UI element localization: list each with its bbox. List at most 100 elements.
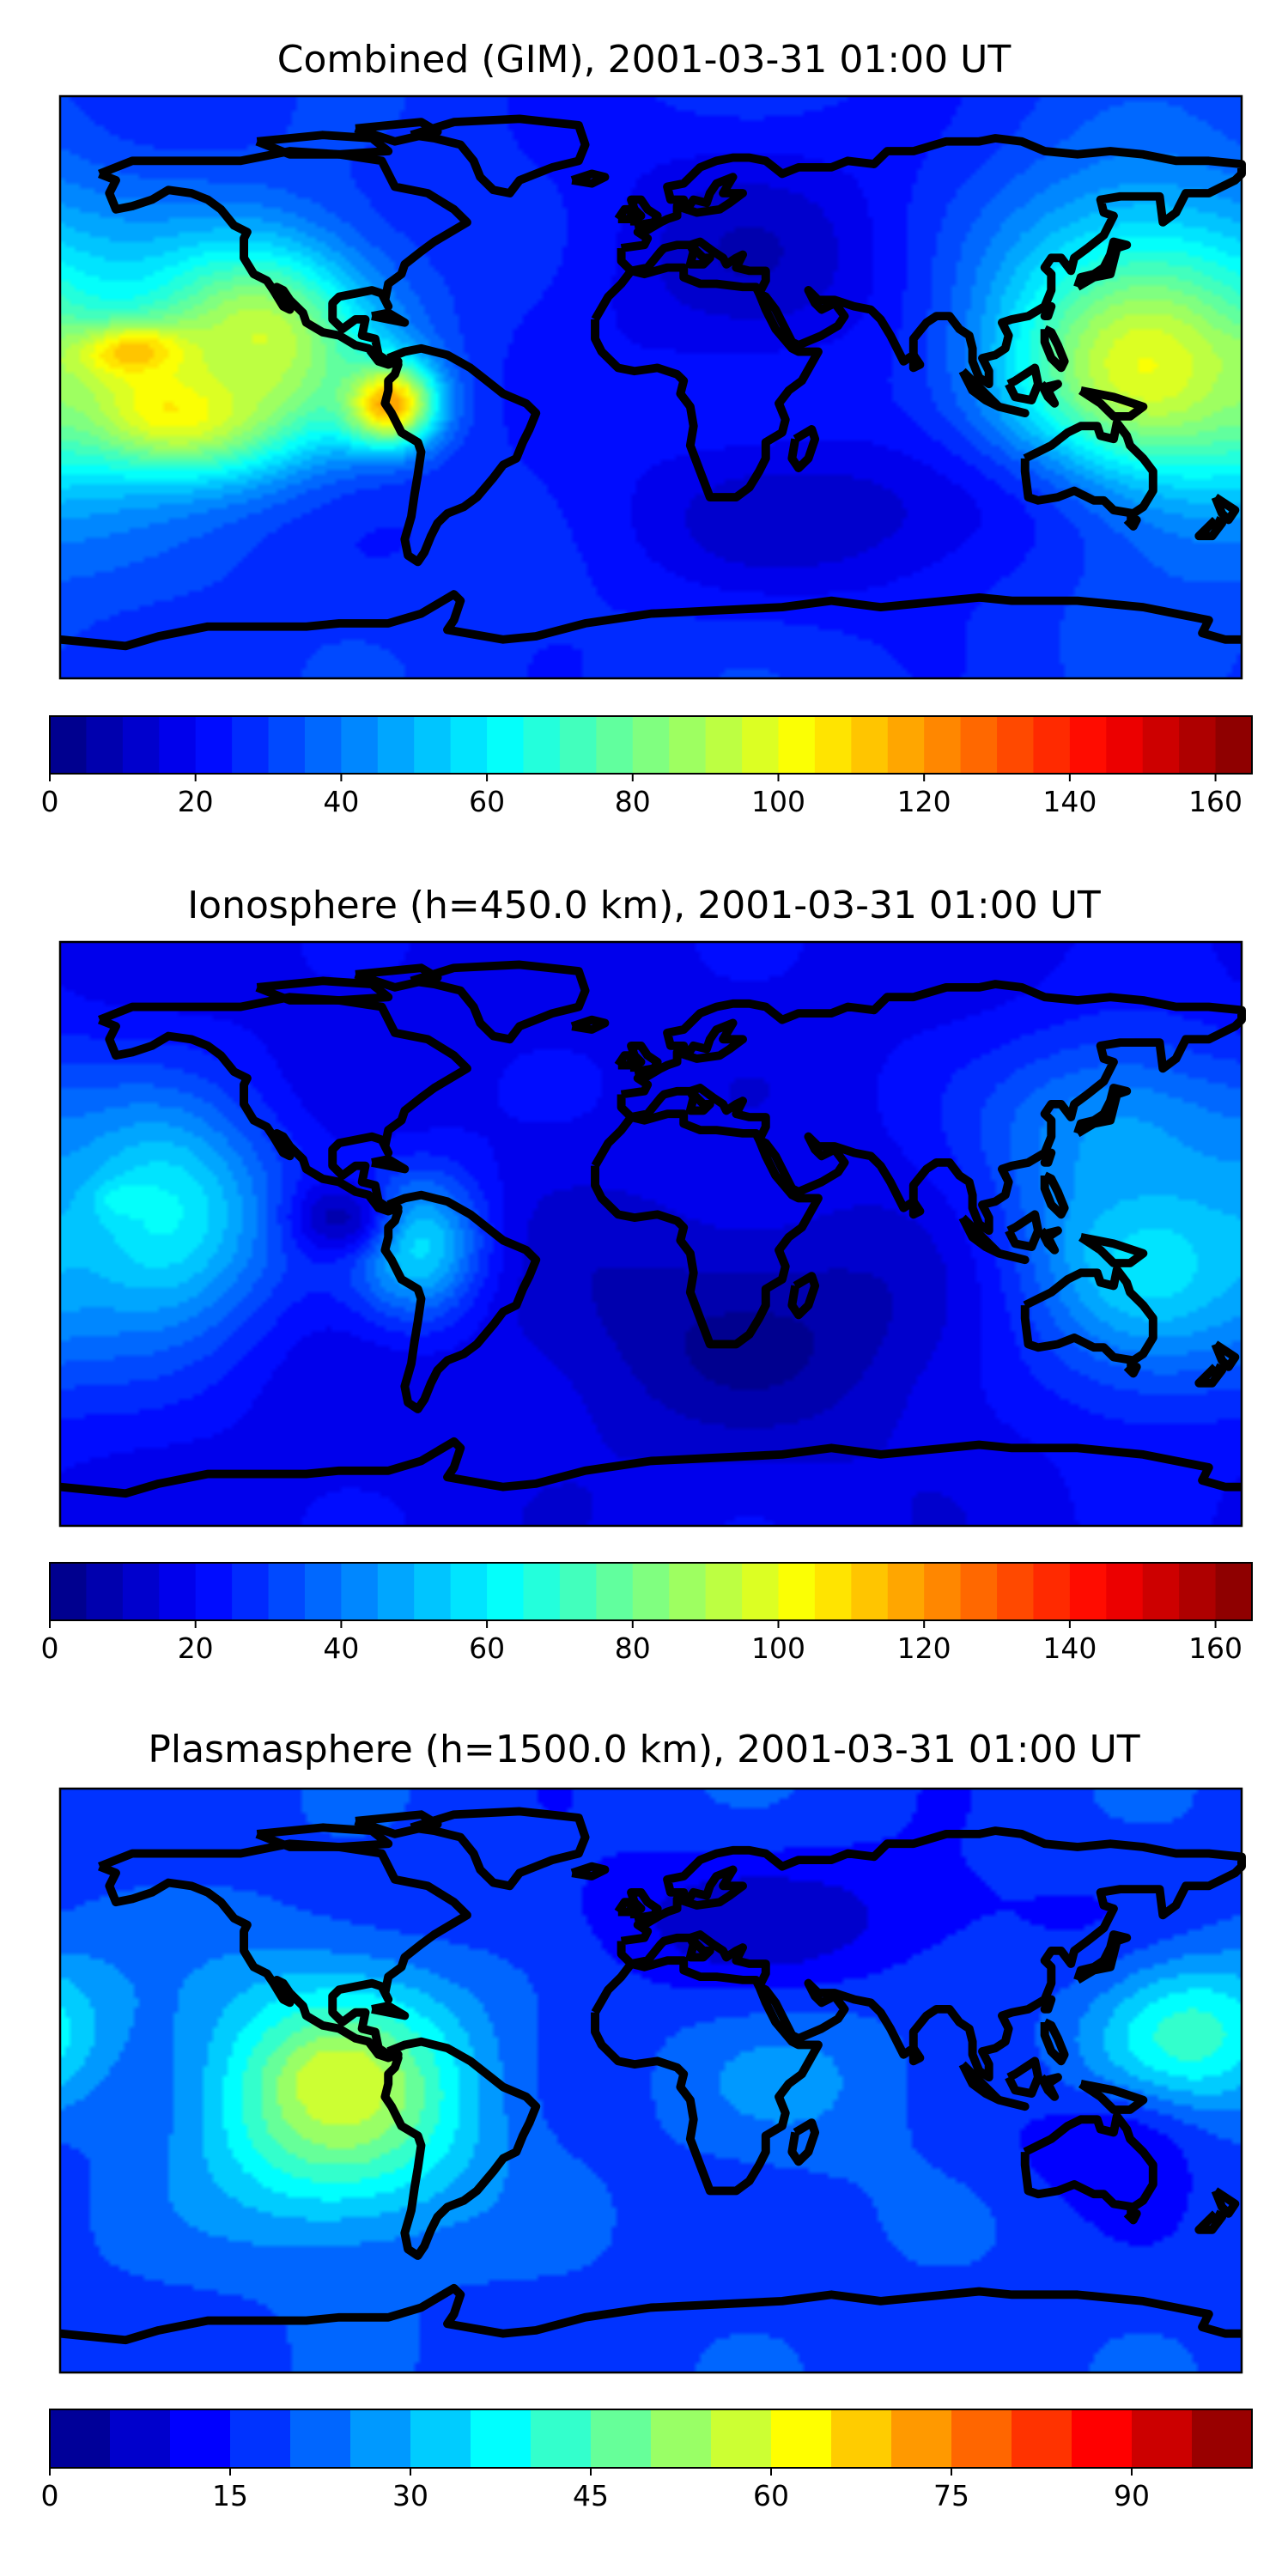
colorbar-segment — [50, 2409, 111, 2468]
map-frame-group — [58, 94, 1243, 680]
colorbar-segment — [891, 2409, 952, 2468]
colorbar-tick-label: 160 — [1188, 1631, 1242, 1665]
map-frame — [58, 940, 1243, 1528]
data-field-image — [60, 1789, 1242, 2372]
colorbar: 0 20 40 60 80 100 120 140 160 — [41, 1562, 1253, 1665]
colorbar-segment — [851, 1563, 889, 1620]
colorbar-segment — [159, 1563, 197, 1620]
colorbar-segment — [195, 716, 233, 774]
colorbar-segment — [887, 716, 925, 774]
colorbar-segment — [350, 2409, 411, 2468]
colorbar-tick-label: 120 — [897, 785, 951, 818]
colorbar-segment — [304, 1563, 342, 1620]
colorbar-segment — [960, 1563, 998, 1620]
colorbar-segment — [170, 2409, 231, 2468]
colorbar-segment — [814, 1563, 852, 1620]
colorbar-segment — [86, 716, 124, 774]
colorbar-tick-label: 0 — [41, 2479, 59, 2512]
colorbar-segment — [230, 2409, 291, 2468]
colorbar-segment — [1069, 716, 1107, 774]
colorbar-segment — [377, 716, 415, 774]
colorbar-segment — [122, 716, 160, 774]
map-field — [60, 1789, 1242, 2372]
colorbar-segment — [487, 716, 525, 774]
colorbar-tick-label: 100 — [751, 785, 805, 818]
colorbar-segment — [523, 716, 561, 774]
colorbar-tick-label: 75 — [933, 2479, 969, 2512]
colorbar-segment — [531, 2409, 592, 2468]
colorbar-segment — [1142, 1563, 1180, 1620]
colorbar-tick-label: 120 — [897, 1631, 951, 1665]
colorbar-segment — [414, 1563, 452, 1620]
colorbar-segment — [1215, 716, 1253, 774]
chart-title: Plasmasphere (h=1500.0 km), 2001-03-31 0… — [148, 1728, 1139, 1771]
colorbar-frame — [49, 715, 1253, 775]
colorbar-segment — [814, 716, 852, 774]
colorbar-segment — [1179, 1563, 1217, 1620]
colorbar-segment — [1033, 1563, 1071, 1620]
data-field-image — [60, 96, 1242, 678]
colorbar-tick-label: 20 — [178, 785, 214, 818]
colorbar-segment — [632, 1563, 670, 1620]
colorbar-segment — [778, 1563, 816, 1620]
colorbar-segment — [268, 1563, 306, 1620]
colorbar-segment — [924, 1563, 962, 1620]
colorbar-segment — [705, 1563, 743, 1620]
colorbar-segment — [1106, 716, 1144, 774]
chart-title: Ionosphere (h=450.0 km), 2001-03-31 01:0… — [187, 884, 1101, 927]
colorbar-tick-label: 20 — [178, 1631, 214, 1665]
colorbar-segment — [1132, 2409, 1193, 2468]
colorbar-tick-label: 30 — [392, 2479, 428, 2512]
colorbar-segment — [771, 2409, 832, 2468]
colorbar-tick-label: 90 — [1114, 2479, 1150, 2512]
colorbar-frame — [49, 1562, 1253, 1621]
map-field — [60, 942, 1242, 1526]
colorbar-segment — [377, 1563, 415, 1620]
colorbar-segment — [997, 1563, 1035, 1620]
colorbar-segment — [1069, 1563, 1107, 1620]
map-frame-group — [58, 940, 1243, 1528]
colorbar: 0 20 40 60 80 100 120 140 160 — [41, 715, 1253, 818]
colorbar-segment — [195, 1563, 233, 1620]
colorbar-segment — [450, 1563, 488, 1620]
colorbar-tick-label: 80 — [615, 785, 651, 818]
colorbar-segment — [304, 716, 342, 774]
colorbar-segment — [1192, 2409, 1253, 2468]
colorbar-segment — [596, 716, 634, 774]
colorbar-segment — [110, 2409, 171, 2468]
colorbar-segment — [1033, 716, 1071, 774]
chart-panel-plasmasphere: Plasmasphere (h=1500.0 km), 2001-03-31 0… — [41, 1728, 1253, 2512]
colorbar-segment — [831, 2409, 892, 2468]
colorbar-segment — [86, 1563, 124, 1620]
colorbar-segment — [1215, 1563, 1253, 1620]
colorbar-segment — [414, 716, 452, 774]
colorbar-tick-label: 0 — [41, 1631, 59, 1665]
colorbar-segment — [232, 716, 270, 774]
colorbar-tick-label: 60 — [469, 785, 505, 818]
colorbar-segment — [50, 716, 88, 774]
colorbar-segment — [742, 716, 780, 774]
map-frame — [58, 94, 1243, 680]
colorbar-segment — [887, 1563, 925, 1620]
colorbar-segment — [1179, 716, 1217, 774]
colorbar-segment — [471, 2409, 532, 2468]
colorbar-segment — [960, 716, 998, 774]
map-frame-group — [58, 1787, 1243, 2374]
colorbar-segment — [591, 2409, 652, 2468]
colorbar-segment — [450, 716, 488, 774]
colorbar-segment — [1072, 2409, 1133, 2468]
colorbar-segment — [559, 716, 597, 774]
colorbar-segment — [851, 716, 889, 774]
colorbar-tick-label: 140 — [1042, 1631, 1097, 1665]
colorbar-tick-label: 60 — [469, 1631, 505, 1665]
colorbar-segment — [523, 1563, 561, 1620]
colorbar-segment — [596, 1563, 634, 1620]
colorbar-segment — [1012, 2409, 1072, 2468]
colorbar-segment — [159, 716, 197, 774]
colorbar-segment — [651, 2409, 712, 2468]
colorbar-segment — [951, 2409, 1012, 2468]
map-frame — [58, 1787, 1243, 2374]
map-field — [60, 96, 1242, 678]
colorbar-segment — [487, 1563, 525, 1620]
colorbar-segment — [559, 1563, 597, 1620]
